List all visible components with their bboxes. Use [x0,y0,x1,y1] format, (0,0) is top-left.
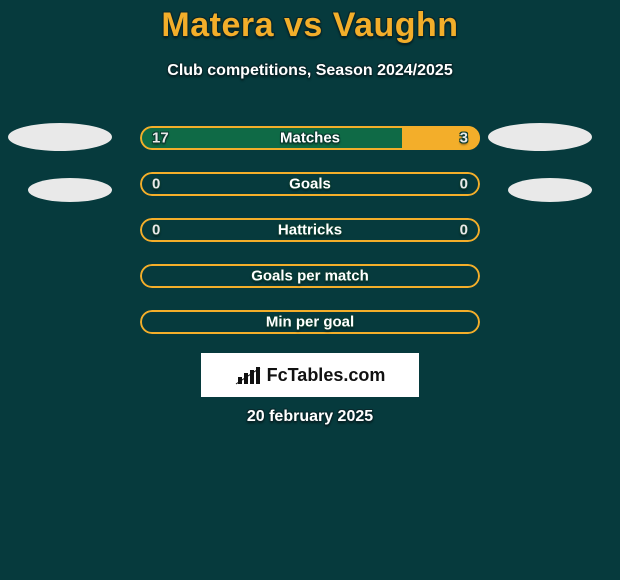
page-title: Matera vs Vaughn [0,6,620,45]
source-logo: FcTables.com [201,353,419,397]
stat-bar: Goals per match [140,264,480,288]
stat-bar-right-value: 3 [460,130,468,147]
placeholder-ellipse [8,123,112,151]
title-player1: Matera [161,6,274,44]
stat-bar-label: Goals [140,176,480,193]
stat-bar-label: Goals per match [140,268,480,285]
stat-bar-left-value: 0 [152,222,160,239]
stat-bar-right-value: 0 [460,176,468,193]
comparison-infographic: Matera vs Vaughn Club competitions, Seas… [0,0,620,580]
stat-bar: Hattricks0 0 [140,218,480,242]
placeholder-ellipse [508,178,592,202]
stat-bar-label: Matches [140,130,480,147]
stat-bar: Matches17 3 [140,126,480,150]
logo-text: FcTables.com [267,365,386,386]
barchart-icon [235,365,261,385]
stat-bar: Goals0 0 [140,172,480,196]
title-player2: Vaughn [333,6,459,44]
subtitle: Club competitions, Season 2024/2025 [0,62,620,80]
placeholder-ellipse [28,178,112,202]
stat-bar-label: Hattricks [140,222,480,239]
stat-bar-left-value: 17 [152,130,169,147]
stat-bar-right-value: 0 [460,222,468,239]
stat-bar-left-value: 0 [152,176,160,193]
stat-bar-label: Min per goal [140,314,480,331]
title-vs: vs [284,6,323,44]
stat-bar: Min per goal [140,310,480,334]
date-label: 20 february 2025 [0,408,620,426]
placeholder-ellipse [488,123,592,151]
